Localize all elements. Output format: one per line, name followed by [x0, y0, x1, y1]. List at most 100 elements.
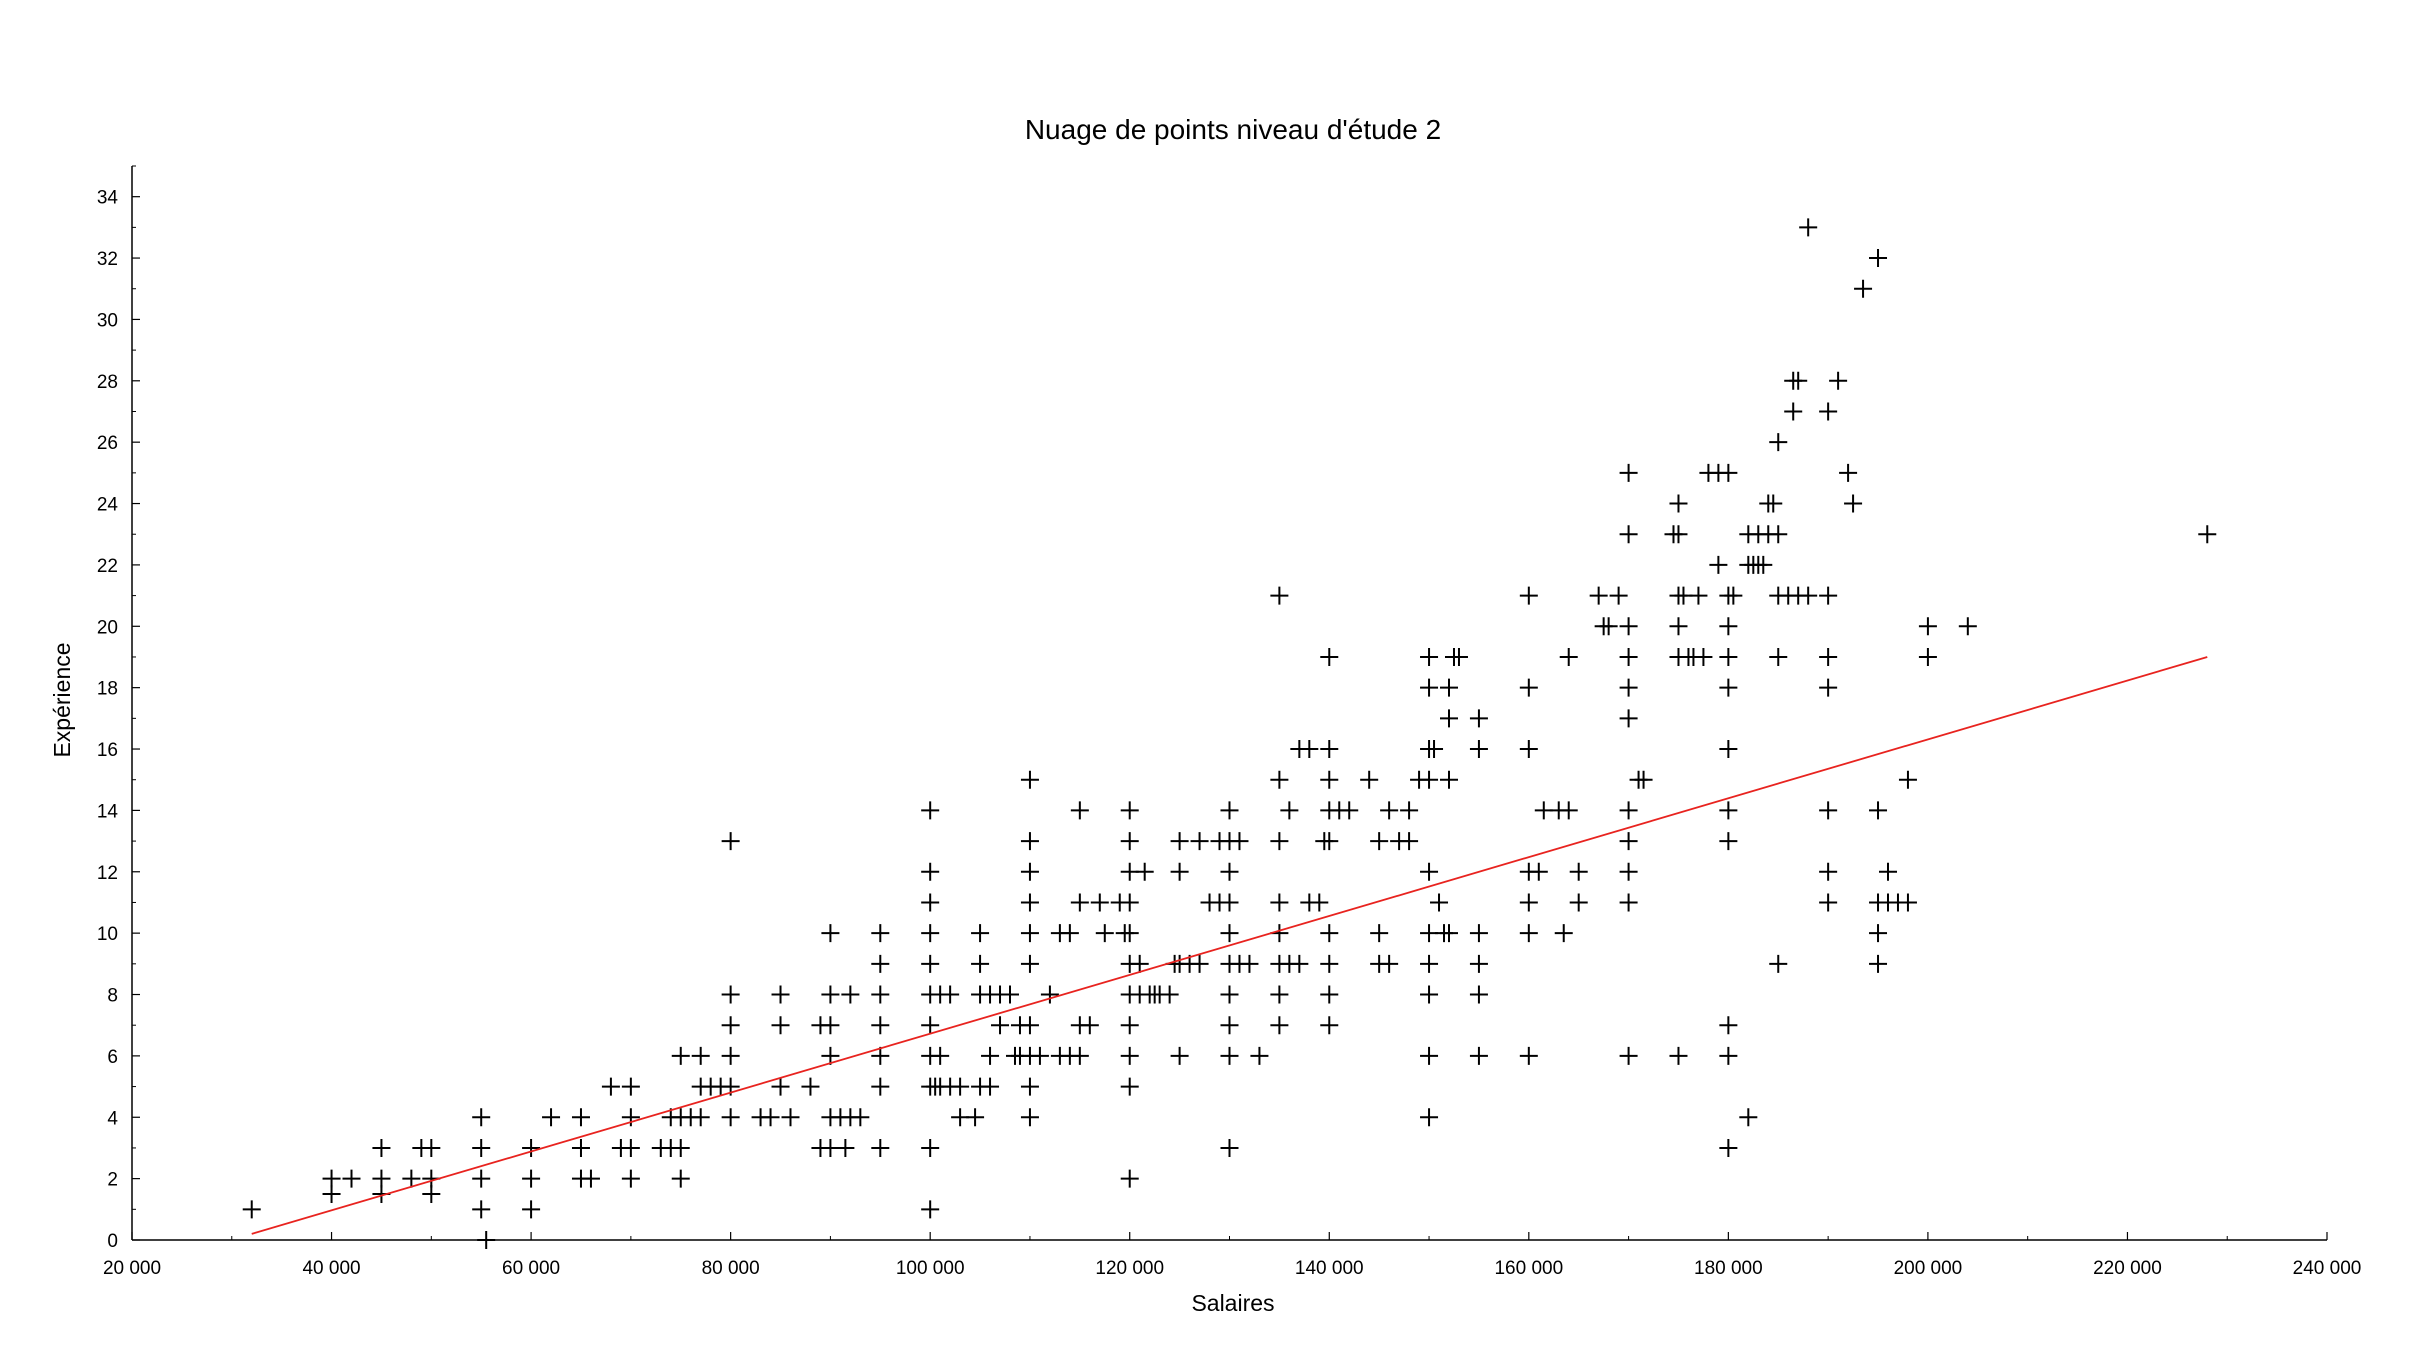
x-tick-label: 100 000: [896, 1258, 965, 1279]
data-point: [1080, 1016, 1099, 1035]
data-point: [1599, 617, 1618, 636]
y-tick-label: 24: [97, 495, 119, 516]
data-point: [1519, 893, 1538, 912]
axes: 20 000 40 000 60 000 80 000 100 000 120 000 14…: [97, 165, 2362, 1279]
data-point: [1230, 832, 1249, 851]
data-point: [1340, 801, 1359, 820]
data-point: [1869, 954, 1888, 973]
data-point: [841, 985, 860, 1004]
data-point: [981, 1046, 1000, 1065]
data-point: [1559, 647, 1578, 666]
data-point: [1789, 371, 1808, 390]
data-point: [771, 1077, 790, 1096]
data-point: [1240, 954, 1259, 973]
data-point: [1819, 402, 1838, 421]
data-point: [1689, 586, 1708, 605]
data-point: [991, 1016, 1010, 1035]
data-point: [821, 924, 840, 943]
data-point: [1270, 893, 1289, 912]
x-tick-label: 240 000: [2293, 1258, 2362, 1279]
data-point: [542, 1108, 561, 1127]
y-tick-label: 26: [97, 433, 118, 454]
data-point: [1444, 647, 1463, 666]
data-point: [1020, 954, 1039, 973]
data-point: [1030, 1046, 1049, 1065]
data-point: [1469, 709, 1488, 728]
data-point: [1844, 494, 1863, 513]
data-point: [472, 1169, 491, 1188]
y-tick-label: 12: [97, 863, 118, 884]
data-point: [1120, 801, 1139, 820]
data-point: [1020, 862, 1039, 881]
data-point: [1130, 954, 1149, 973]
y-tick-label: 4: [107, 1108, 118, 1129]
data-point: [1420, 1108, 1439, 1127]
data-point: [621, 1138, 640, 1157]
data-point: [1380, 954, 1399, 973]
data-point: [1320, 770, 1339, 789]
data-point: [1589, 586, 1608, 605]
data-point: [1869, 249, 1888, 268]
data-point: [1739, 1108, 1758, 1127]
data-point: [1719, 801, 1738, 820]
data-point: [1420, 678, 1439, 697]
data-point: [1120, 924, 1139, 943]
data-point: [1120, 1046, 1139, 1065]
data-point: [571, 1138, 590, 1157]
data-point: [1320, 985, 1339, 1004]
data-point: [1020, 770, 1039, 789]
data-point: [472, 1108, 491, 1127]
data-point: [921, 893, 940, 912]
data-point: [1769, 954, 1788, 973]
data-point: [761, 1108, 780, 1127]
data-point: [1619, 893, 1638, 912]
y-tick-label: 18: [97, 679, 118, 700]
data-point: [1420, 647, 1439, 666]
data-point: [721, 1108, 740, 1127]
data-point: [372, 1138, 391, 1157]
data-point: [1724, 586, 1743, 605]
data-point: [1719, 1016, 1738, 1035]
data-point: [242, 1200, 261, 1219]
data-point: [1270, 985, 1289, 1004]
data-point: [821, 985, 840, 1004]
data-point: [1799, 218, 1818, 237]
data-point: [871, 954, 890, 973]
data-point: [1250, 1046, 1269, 1065]
data-point: [1270, 1016, 1289, 1035]
data-point: [1220, 862, 1239, 881]
data-point: [1440, 770, 1458, 789]
data-point: [1420, 1046, 1439, 1065]
data-point: [1769, 647, 1788, 666]
data-point: [1869, 801, 1888, 820]
data-point: [1619, 617, 1638, 636]
y-tick-label: 6: [107, 1047, 118, 1068]
data-point: [1918, 647, 1937, 666]
data-point: [721, 1016, 740, 1035]
data-point: [1070, 1046, 1089, 1065]
x-tick-label: 200 000: [1894, 1258, 1963, 1279]
data-point: [1719, 463, 1738, 482]
data-point: [1320, 924, 1339, 943]
data-point: [871, 1016, 890, 1035]
data-point: [1719, 678, 1738, 697]
data-point: [921, 801, 940, 820]
y-tick-label: 10: [97, 924, 118, 945]
data-point: [1440, 678, 1458, 697]
data-point: [1320, 954, 1339, 973]
data-point: [921, 1200, 940, 1219]
data-point: [1320, 1016, 1339, 1035]
data-point: [1270, 832, 1289, 851]
data-point: [1120, 893, 1139, 912]
data-point: [1719, 647, 1738, 666]
data-point: [422, 1184, 441, 1203]
data-point: [522, 1200, 541, 1219]
data-point: [691, 1046, 710, 1065]
data-point: [1320, 740, 1339, 759]
data-point: [801, 1077, 820, 1096]
data-point: [1440, 709, 1458, 728]
data-point: [1090, 893, 1109, 912]
data-point: [721, 832, 740, 851]
data-point: [1634, 770, 1653, 789]
data-point: [1569, 893, 1588, 912]
